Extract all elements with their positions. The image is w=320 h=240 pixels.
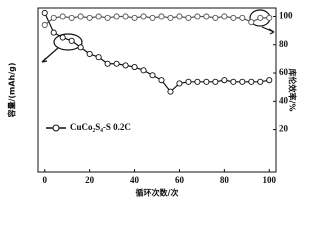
data-point [167,14,174,21]
y2-axis-label: 库伦效率/% [288,69,298,112]
x-tick-label: 60 [175,175,185,185]
data-point [86,50,93,57]
data-point [41,9,48,16]
data-point [221,77,228,84]
data-point [185,14,192,21]
y2-tick-label: 40 [279,95,289,105]
data-point [230,78,237,85]
data-point [158,13,165,20]
data-point [203,78,210,85]
data-point [131,14,138,21]
y2-tick-label: 60 [279,67,289,77]
data-point [77,13,84,20]
y-axis-label: 容量/(mAh/g) [7,62,17,118]
data-point [212,14,219,21]
annotation-arrow [261,26,275,35]
data-point [59,13,66,20]
data-point [104,60,111,67]
data-point [212,78,219,85]
legend-marker [52,124,60,132]
data-point [149,14,156,21]
data-point [122,13,129,20]
data-point [221,13,228,20]
data-point [41,21,48,29]
data-point [77,44,84,51]
data-point [266,77,273,84]
data-point [113,13,120,20]
data-point [50,29,57,36]
data-point [185,78,192,85]
data-point [149,72,156,79]
data-point [167,88,174,95]
data-point [122,62,129,69]
legend-label: CuCo₂S₄-S 0.2C [70,122,131,132]
x-tick-label: 100 [263,175,277,185]
data-point [140,13,147,20]
data-point [68,14,75,21]
plot-frame [37,7,277,173]
data-point [239,78,246,85]
data-point [257,14,264,21]
data-point [176,80,183,87]
data-point [158,77,165,84]
data-point [239,14,246,21]
data-point [131,63,138,71]
data-point [113,60,120,67]
data-point [248,19,255,26]
chart: 容量/(mAh/g) 库伦效率/% 循环次数/次 0 20 40 60 80 100 20 4… [7,7,298,198]
annotation-arrow [41,47,59,63]
data-point [248,78,255,85]
data-point [230,14,237,21]
data-point [59,34,66,41]
data-point [95,54,102,61]
data-point [194,13,201,20]
y2-tick-label: 80 [279,39,289,49]
data-point [86,14,93,21]
annotation-ellipse [53,33,83,51]
x-tick-label: 20 [85,175,95,185]
data-point [176,13,183,20]
data-point [140,67,147,74]
data-point [68,37,75,44]
x-tick-label: 0 [42,175,47,185]
data-point [50,14,57,21]
x-axis-label: 循环次数/次 [135,188,179,198]
data-point [257,78,264,85]
y2-tick-label: 20 [279,124,289,134]
y2-tick-label: 100 [279,11,293,21]
x-tick-label: 80 [220,175,230,185]
data-point [203,13,210,20]
data-point [104,14,111,21]
data-point [194,78,201,85]
data-point [266,14,273,21]
data-point [95,13,102,20]
x-tick-label: 40 [130,175,140,185]
